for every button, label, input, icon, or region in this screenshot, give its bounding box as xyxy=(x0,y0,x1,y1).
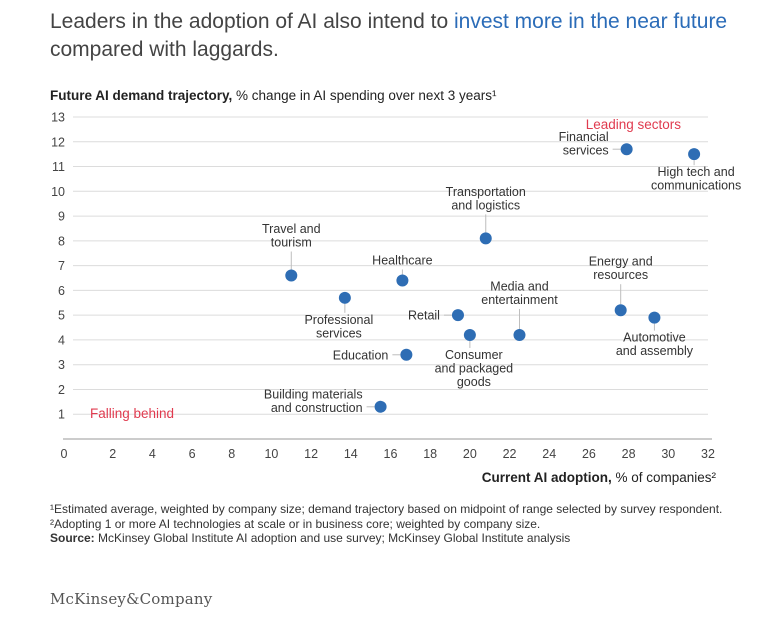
title-highlight: invest more in the near future xyxy=(453,10,728,33)
data-point-education xyxy=(400,348,413,361)
x-tick-label-8: 8 xyxy=(228,447,235,461)
x-tick-label-24: 24 xyxy=(542,447,556,461)
y-tick-label-8: 8 xyxy=(58,234,65,248)
y-tick-label-13: 13 xyxy=(51,111,65,125)
x-axis-label: Current AI adoption, % of companies² xyxy=(482,470,716,485)
x-tick-label-26: 26 xyxy=(582,447,596,461)
data-point-high-tech-and-communications xyxy=(688,148,701,161)
x-tick-label-16: 16 xyxy=(384,447,398,461)
point-label-media-and-entertainment: entertainment xyxy=(481,293,558,307)
source-text: McKinsey Global Institute AI adoption an… xyxy=(94,531,571,545)
source-label: Source: xyxy=(50,531,95,545)
annotation-leading-sectors: Leading sectors xyxy=(586,117,682,132)
x-tick-label-4: 4 xyxy=(149,447,156,461)
y-tick-label-6: 6 xyxy=(58,284,65,298)
point-label-automotive-and-assembly: Automotive xyxy=(623,331,686,345)
annotation-falling-behind: Falling behind xyxy=(90,406,174,421)
point-label-financial-services: Financial xyxy=(559,130,609,144)
x-tick-label-6: 6 xyxy=(189,447,196,461)
point-label-consumer-and-packaged-goods: and packaged xyxy=(435,361,514,375)
x-tick-label-32: 32 xyxy=(701,447,715,461)
x-tick-label-22: 22 xyxy=(503,447,517,461)
data-point-healthcare xyxy=(396,274,409,287)
point-label-energy-and-resources: Energy and xyxy=(589,255,653,269)
y-tick-label-1: 1 xyxy=(58,408,65,422)
y-tick-label-12: 12 xyxy=(51,135,65,149)
point-label-professional-services: Professional xyxy=(304,313,373,327)
footnote-2: ²Adopting 1 or more AI technologies at s… xyxy=(50,516,541,531)
point-label-building-materials-and-construction: Building materials xyxy=(264,388,363,402)
y-tick-label-3: 3 xyxy=(58,358,65,372)
point-label-building-materials-and-construction: and construction xyxy=(271,401,363,415)
y-tick-label-2: 2 xyxy=(58,383,65,397)
point-label-automotive-and-assembly: and assembly xyxy=(616,344,694,358)
x-tick-label-20: 20 xyxy=(463,447,477,461)
data-point-media-and-entertainment xyxy=(513,328,526,341)
point-label-media-and-entertainment: Media and xyxy=(490,279,548,293)
x-tick-label-14: 14 xyxy=(344,447,358,461)
x-tick-label-0: 0 xyxy=(61,447,68,461)
point-label-travel-and-tourism: tourism xyxy=(271,236,312,250)
y-tick-label-10: 10 xyxy=(51,185,65,199)
x-tick-label-12: 12 xyxy=(304,447,318,461)
y-tick-label-11: 11 xyxy=(52,160,65,174)
x-axis-label-bold: Current AI adoption, xyxy=(481,470,612,485)
data-point-consumer-and-packaged-goods xyxy=(463,328,476,341)
point-label-education: Education xyxy=(333,348,389,362)
point-label-professional-services: services xyxy=(316,326,362,340)
x-axis-label-rest: % of companies² xyxy=(611,470,716,485)
source-note: Source: McKinsey Global Institute AI ado… xyxy=(50,531,730,546)
mckinsey-logo: McKinsey&Company xyxy=(50,590,213,608)
point-label-high-tech-and-communications: High tech and xyxy=(658,165,735,179)
data-point-retail xyxy=(451,309,464,322)
point-label-travel-and-tourism: Travel and xyxy=(262,222,321,236)
data-point-energy-and-resources xyxy=(614,304,627,317)
data-point-financial-services xyxy=(620,143,633,156)
y-tick-label-4: 4 xyxy=(58,333,65,347)
data-point-professional-services xyxy=(338,291,351,304)
point-label-transportation-and-logistics: Transportation xyxy=(446,185,526,199)
footnote-1: ¹Estimated average, weighted by company … xyxy=(50,502,723,516)
data-point-transportation-and-logistics xyxy=(479,232,492,245)
footnotes: ¹Estimated average, weighted by company … xyxy=(50,502,730,546)
title-part-1: Leaders in the adoption of AI also inten… xyxy=(50,10,454,33)
page-title: Leaders in the adoption of AI also inten… xyxy=(50,8,750,64)
x-tick-label-18: 18 xyxy=(423,447,437,461)
y-axis-label-rest: % change in AI spending over next 3 year… xyxy=(232,88,497,103)
data-point-travel-and-tourism xyxy=(285,269,298,282)
point-label-energy-and-resources: resources xyxy=(593,268,648,282)
x-tick-label-28: 28 xyxy=(622,447,636,461)
point-label-high-tech-and-communications: communications xyxy=(651,179,741,193)
point-label-healthcare: Healthcare xyxy=(372,253,432,267)
point-label-financial-services: services xyxy=(563,143,609,157)
title-part-2: compared with laggards. xyxy=(50,38,279,61)
y-tick-label-9: 9 xyxy=(58,210,65,224)
y-axis-label-bold: Future AI demand trajectory, xyxy=(50,88,233,103)
data-point-automotive-and-assembly xyxy=(648,311,661,324)
point-label-retail: Retail xyxy=(408,309,440,323)
point-label-consumer-and-packaged-goods: goods xyxy=(457,375,491,389)
x-tick-label-2: 2 xyxy=(109,447,116,461)
point-label-transportation-and-logistics: and logistics xyxy=(451,198,520,212)
point-label-consumer-and-packaged-goods: Consumer xyxy=(445,348,503,362)
x-tick-label-10: 10 xyxy=(264,447,278,461)
y-tick-label-5: 5 xyxy=(58,309,65,323)
y-tick-label-7: 7 xyxy=(58,259,65,273)
x-tick-label-30: 30 xyxy=(661,447,675,461)
y-axis-label: Future AI demand trajectory, % change in… xyxy=(50,88,496,103)
data-point-building-materials-and-construction xyxy=(374,400,387,413)
